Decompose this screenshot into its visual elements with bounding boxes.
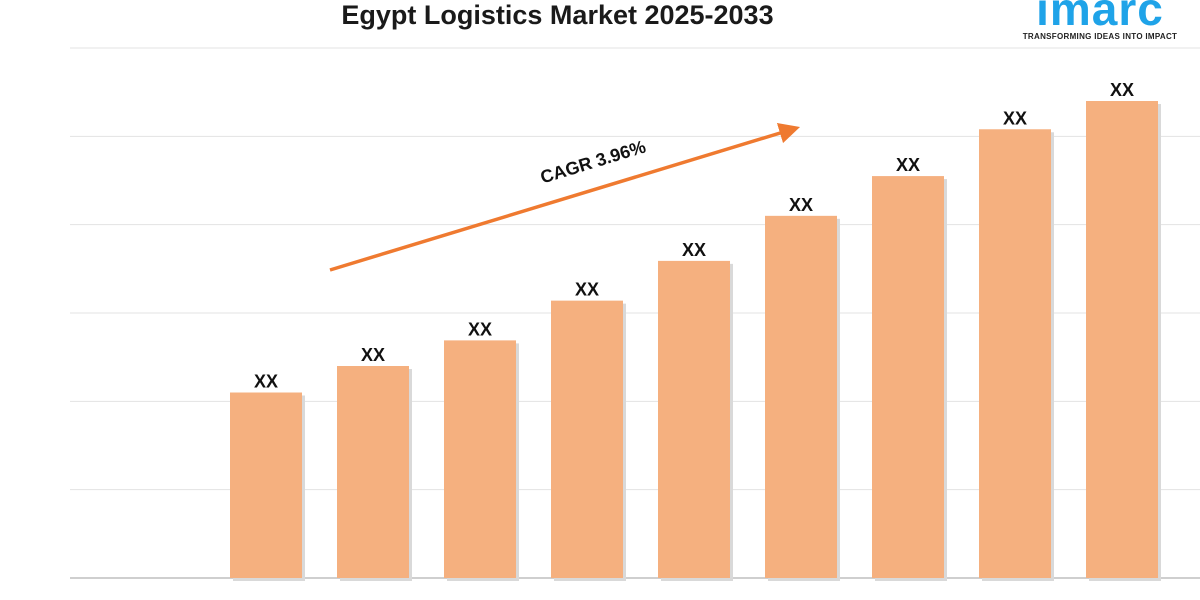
data-label: XX (1003, 108, 1027, 128)
bar (765, 215, 837, 579)
data-label: XX (682, 240, 706, 260)
data-label: XX (254, 372, 278, 392)
chart-title: Egypt Logistics Market 2025-2033 (341, 0, 774, 30)
data-label: XX (789, 195, 813, 215)
data-label: XX (1110, 80, 1134, 100)
bar (872, 176, 944, 579)
data-label: XX (361, 345, 385, 365)
bar (979, 129, 1051, 578)
logo-tagline: TRANSFORMING IDEAS INTO IMPACT (1022, 32, 1178, 41)
bar (230, 392, 302, 578)
bar (658, 260, 730, 578)
data-label: XX (896, 155, 920, 175)
imarc-logo: imarc TRANSFORMING IDEAS INTO IMPACT (1015, 0, 1185, 41)
data-label: XX (468, 319, 492, 339)
logo-word: imarc (1036, 0, 1164, 35)
data-label: XX (575, 280, 599, 300)
bar (444, 340, 516, 578)
bar (337, 366, 409, 578)
bar (1086, 101, 1158, 578)
bar (551, 300, 623, 578)
cagr-arrow (329, 123, 801, 272)
